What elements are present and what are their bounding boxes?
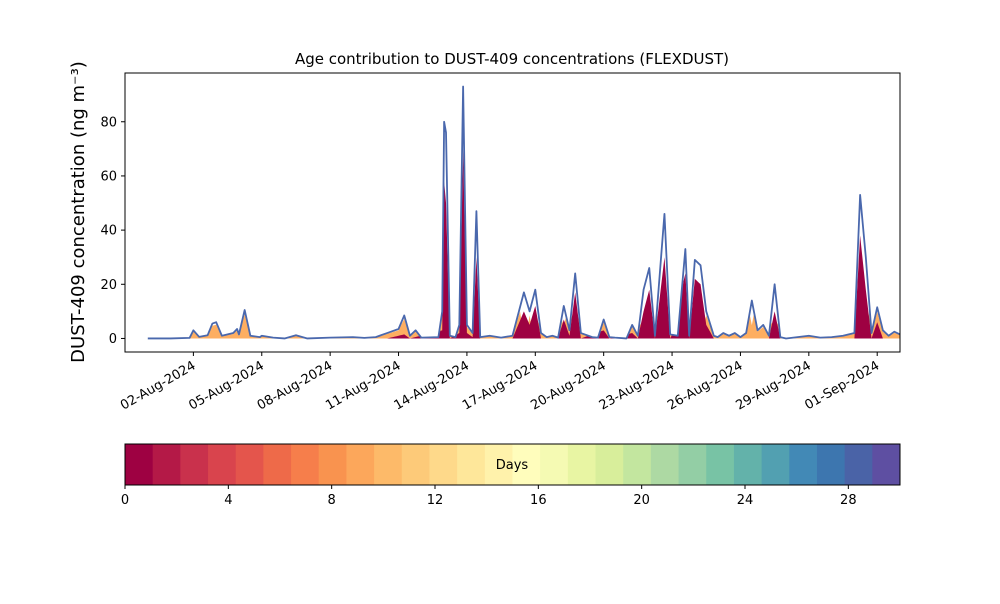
colorbar-swatch xyxy=(484,444,513,485)
y-axis: 0 20 40 60 80 xyxy=(100,115,125,347)
y-tick-label: 60 xyxy=(100,169,117,184)
colorbar-swatch xyxy=(623,444,652,485)
x-tick-label: 02-Aug-2024 xyxy=(118,358,198,413)
colorbar-tick-label: 0 xyxy=(121,493,129,508)
colorbar-swatch xyxy=(346,444,375,485)
x-tick-label: 01-Sep-2024 xyxy=(802,358,882,413)
colorbar-swatch xyxy=(512,444,541,485)
x-tick-label: 08-Aug-2024 xyxy=(255,358,335,413)
colorbar-swatch xyxy=(540,444,569,485)
colorbar-frame xyxy=(124,443,901,486)
colorbar-swatch xyxy=(429,444,458,485)
colorbar-tick-label: 12 xyxy=(427,493,444,508)
colorbar-swatch xyxy=(844,444,873,485)
y-tick-label: 40 xyxy=(100,224,117,239)
colorbar-swatch xyxy=(291,444,320,485)
colorbar-swatch xyxy=(457,444,486,485)
x-tick-label: 14-Aug-2024 xyxy=(392,358,472,413)
colorbar-label: Days xyxy=(496,458,529,473)
y-tick-label: 80 xyxy=(100,115,117,130)
colorbar-swatch xyxy=(678,444,707,485)
colorbar-tick-label: 4 xyxy=(224,493,232,508)
chart-title: Age contribution to DUST-409 concentrati… xyxy=(295,50,729,68)
x-tick-label: 05-Aug-2024 xyxy=(186,358,266,413)
plot-frame xyxy=(124,72,901,353)
y-tick-label: 20 xyxy=(100,278,117,293)
y-tick-label: 0 xyxy=(109,332,117,347)
colorbar-swatch xyxy=(761,444,790,485)
colorbar-tick-label: 20 xyxy=(633,493,650,508)
colorbar-swatch xyxy=(816,444,846,485)
colorbar-tick-label: 8 xyxy=(328,493,336,508)
colorbar-swatch xyxy=(208,444,237,485)
colorbar-swatch xyxy=(650,444,680,485)
colorbar-swatch xyxy=(263,444,292,485)
colorbar-swatch xyxy=(706,444,735,485)
colorbar-swatch xyxy=(125,444,154,485)
colorbar-swatch xyxy=(567,444,597,485)
colorbar-swatch xyxy=(789,444,818,485)
colorbar-swatch xyxy=(180,444,209,485)
colorbar-swatch xyxy=(318,444,347,485)
colorbar-swatch xyxy=(401,444,430,485)
x-axis: 02-Aug-202405-Aug-202408-Aug-202411-Aug-… xyxy=(118,352,882,414)
series-area-fresh xyxy=(147,148,901,339)
x-tick-label: 17-Aug-2024 xyxy=(460,358,540,413)
series-line-total xyxy=(147,85,901,340)
x-tick-label: 29-Aug-2024 xyxy=(733,358,813,413)
colorbar-tick-label: 24 xyxy=(737,493,754,508)
colorbar-swatch xyxy=(733,444,763,485)
colorbar-swatch xyxy=(595,444,624,485)
colorbar-tick-label: 28 xyxy=(840,493,857,508)
plot-area xyxy=(147,85,901,340)
x-tick-label: 23-Aug-2024 xyxy=(597,358,677,413)
colorbar-tick-label: 16 xyxy=(530,493,547,508)
x-tick-label: 11-Aug-2024 xyxy=(323,358,403,413)
colorbar-swatch xyxy=(872,444,901,485)
colorbar: 0 4 8 12 16 20 24 28 xyxy=(121,443,901,508)
x-tick-label: 20-Aug-2024 xyxy=(528,358,608,413)
y-axis-label: DUST-409 concentration (ng m⁻³) xyxy=(68,61,89,363)
colorbar-swatch xyxy=(152,444,181,485)
colorbar-swatch xyxy=(235,444,264,485)
colorbar-swatch xyxy=(374,444,403,485)
x-tick-label: 26-Aug-2024 xyxy=(665,358,745,413)
